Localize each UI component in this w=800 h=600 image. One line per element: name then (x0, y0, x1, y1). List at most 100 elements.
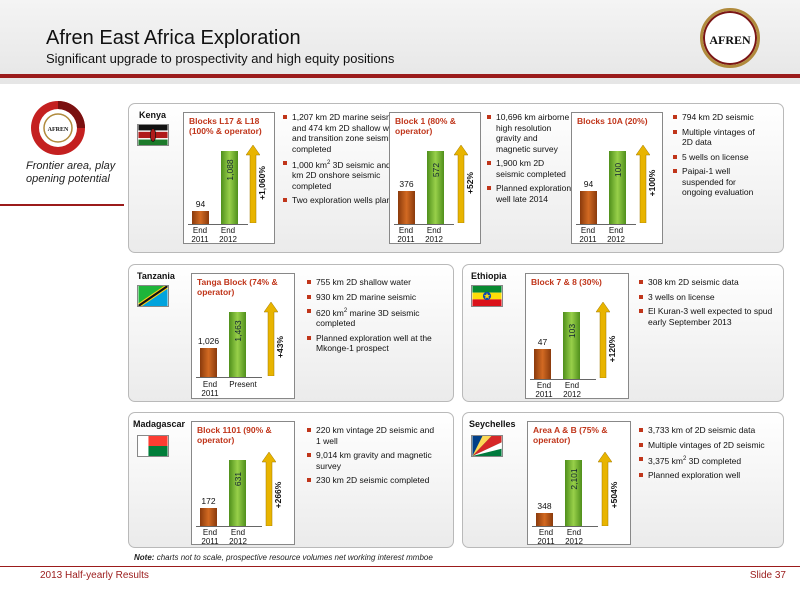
growth-arrow-icon (636, 145, 650, 223)
country-label-kenya: Kenya (139, 110, 167, 120)
bullets-kenya-block1: 10,696 km airborne high resolution gravi… (487, 112, 573, 208)
badge-text: AFREN (48, 127, 69, 133)
bar-end-2012 (565, 460, 582, 526)
bullet-item: 10,696 km airborne high resolution gravi… (487, 112, 573, 154)
chart-seychelles-a-b: Area A & B (75% & operator) 348 2,101 +5… (527, 421, 631, 546)
afren-logo: AFREN (700, 8, 760, 68)
bullet-item: 755 km 2D shallow water (307, 277, 449, 288)
seychelles-panel: Seychelles Area A & B (75% & operator) 3… (462, 412, 784, 548)
chart-kenya-10a: Blocks 10A (20%) 94 100 +100% End 2011 E… (571, 112, 663, 244)
country-label-madagascar: Madagascar (133, 419, 186, 429)
chart-kenya-l17-l18: Blocks L17 & L18 (100% & operator) 94 1,… (183, 112, 275, 244)
x-label-2012: End 2012 (565, 528, 583, 546)
change-label: +52% (465, 172, 475, 194)
bullet-item: Paipai-1 well suspended for ongoing eval… (673, 166, 765, 198)
x-label-present: Present (229, 380, 257, 389)
bar-end-2011 (200, 347, 217, 377)
chart-title: Block 1101 (90% & operator) (197, 425, 272, 445)
change-label: +100% (647, 169, 657, 197)
x-label-2011: End 2011 (201, 380, 219, 398)
bullet-item: 3,375 km2 3D completed (639, 454, 779, 466)
value-label-2012: 2,101 (568, 468, 579, 490)
x-label-2012: End 2012 (563, 381, 581, 399)
bullet-item: 308 km 2D seismic data (639, 277, 781, 288)
frontier-badge-icon: AFREN (31, 101, 85, 155)
x-label-2011: End 2011 (201, 528, 219, 546)
madagascar-flag-icon (137, 435, 169, 457)
value-label-2012: 100 (612, 162, 623, 178)
bullet-item: Multiple vintages of 2D seismic (639, 440, 779, 451)
bullet-item: Planned exploration well at the Mkonge-1… (307, 333, 449, 354)
value-label-2011: 376 (399, 179, 414, 190)
value-label-2011: 47 (537, 336, 548, 347)
bar-end-2011 (534, 348, 551, 379)
tanzania-flag-icon (137, 285, 169, 307)
bar-end-2011 (580, 191, 597, 224)
frontier-note: Frontier area, play opening potential (26, 160, 116, 185)
growth-arrow-icon (262, 452, 276, 526)
bullet-item: 1,207 km 2D marine seismic and 474 km 2D… (283, 112, 408, 154)
value-label-2012: 631 (232, 471, 243, 487)
value-label-2012: 572 (430, 162, 441, 178)
chart-ethiopia-7-8: Block 7 & 8 (30%) 47 103 +120% End 2011 … (525, 273, 629, 399)
bullets-kenya-10a: 794 km 2D seismic Multiple vintages of 2… (673, 112, 765, 202)
bullet-item: 3 wells on license (639, 292, 781, 303)
bullet-item: El Kuran-3 well expected to spud early S… (639, 306, 781, 327)
bar-present (229, 312, 246, 377)
change-label: +1,060% (257, 166, 267, 200)
bullet-item: 794 km 2D seismic (673, 112, 765, 123)
bullet-item: 1,000 km2 3D seismic and 120 km 2D onsho… (283, 158, 408, 191)
chart-kenya-block1: Block 1 (80% & operator) 376 572 +52% En… (389, 112, 481, 244)
x-label-2011: End 2011 (579, 226, 597, 244)
seychelles-flag-icon (471, 435, 503, 457)
slide-header: Afren East Africa Exploration Significan… (0, 0, 800, 84)
country-label-tanzania: Tanzania (137, 271, 175, 281)
chart-madagascar-1101: Block 1101 (90% & operator) 172 631 +266… (191, 421, 295, 546)
bullet-item: Multiple vintages of 2D data (673, 127, 765, 148)
x-label-2011: End 2011 (191, 226, 209, 244)
chart-baseline (532, 526, 598, 527)
growth-arrow-icon (454, 145, 468, 223)
value-label-2011: 172 (201, 496, 216, 506)
bullet-item: 620 km2 marine 3D seismic completed (307, 306, 449, 329)
change-label: +266% (273, 481, 283, 509)
chart-title: Block 7 & 8 (30%) (531, 277, 602, 287)
bar-end-2012 (221, 151, 238, 224)
change-label: +504% (609, 481, 619, 509)
slide-title: Afren East Africa Exploration (46, 27, 301, 49)
bar-end-2011 (536, 513, 553, 526)
bullet-item: 3,733 km of 2D seismic data (639, 425, 779, 436)
ethiopia-panel: Ethiopia Block 7 & 8 (30%) 47 103 +120% … (462, 264, 784, 402)
chart-title: Area A & B (75% & operator) (533, 425, 608, 445)
growth-arrow-icon (596, 302, 610, 378)
bar-end-2012 (563, 312, 580, 379)
chart-title: Block 1 (80% & operator) (395, 116, 456, 136)
x-label-2011: End 2011 (535, 381, 553, 399)
bullets-ethiopia: 308 km 2D seismic data 3 wells on licens… (639, 277, 781, 331)
growth-arrow-icon (264, 302, 278, 376)
chart-baseline (196, 377, 262, 378)
note-text: charts not to scale, prospective resourc… (156, 553, 433, 562)
bar-end-2012 (609, 151, 626, 224)
bullet-item: 1,900 km 2D seismic completed (487, 158, 573, 179)
x-label-2012: End 2012 (229, 528, 247, 546)
bar-end-2011 (200, 508, 217, 526)
value-label-2011: 94 (583, 179, 594, 190)
chart-note: Note: charts not to scale, prospective r… (134, 553, 433, 562)
x-label-2012: End 2012 (219, 226, 237, 244)
bullets-kenya-l17: 1,207 km 2D marine seismic and 474 km 2D… (283, 112, 408, 210)
bullet-item: Planned exploration well late 2014 (487, 183, 573, 204)
chart-baseline (394, 224, 454, 225)
chart-baseline (576, 224, 636, 225)
tanzania-panel: Tanzania Tanga Block (74% & operator) 1,… (128, 264, 454, 402)
bullet-item: 5 wells on license (673, 152, 765, 163)
madagascar-panel: Madagascar Block 1101 (90% & operator) 1… (128, 412, 454, 548)
value-label-2011: 348 (537, 501, 552, 511)
chart-title: Blocks L17 & L18 (100% & operator) (189, 116, 262, 136)
bullets-seychelles: 3,733 km of 2D seismic data Multiple vin… (639, 425, 779, 485)
kenya-flag-icon (137, 124, 169, 146)
bar-end-2012 (427, 151, 444, 224)
bar-end-2011 (398, 191, 415, 224)
bar-end-2011 (192, 211, 209, 224)
value-label-present: 1,463 (232, 320, 243, 342)
